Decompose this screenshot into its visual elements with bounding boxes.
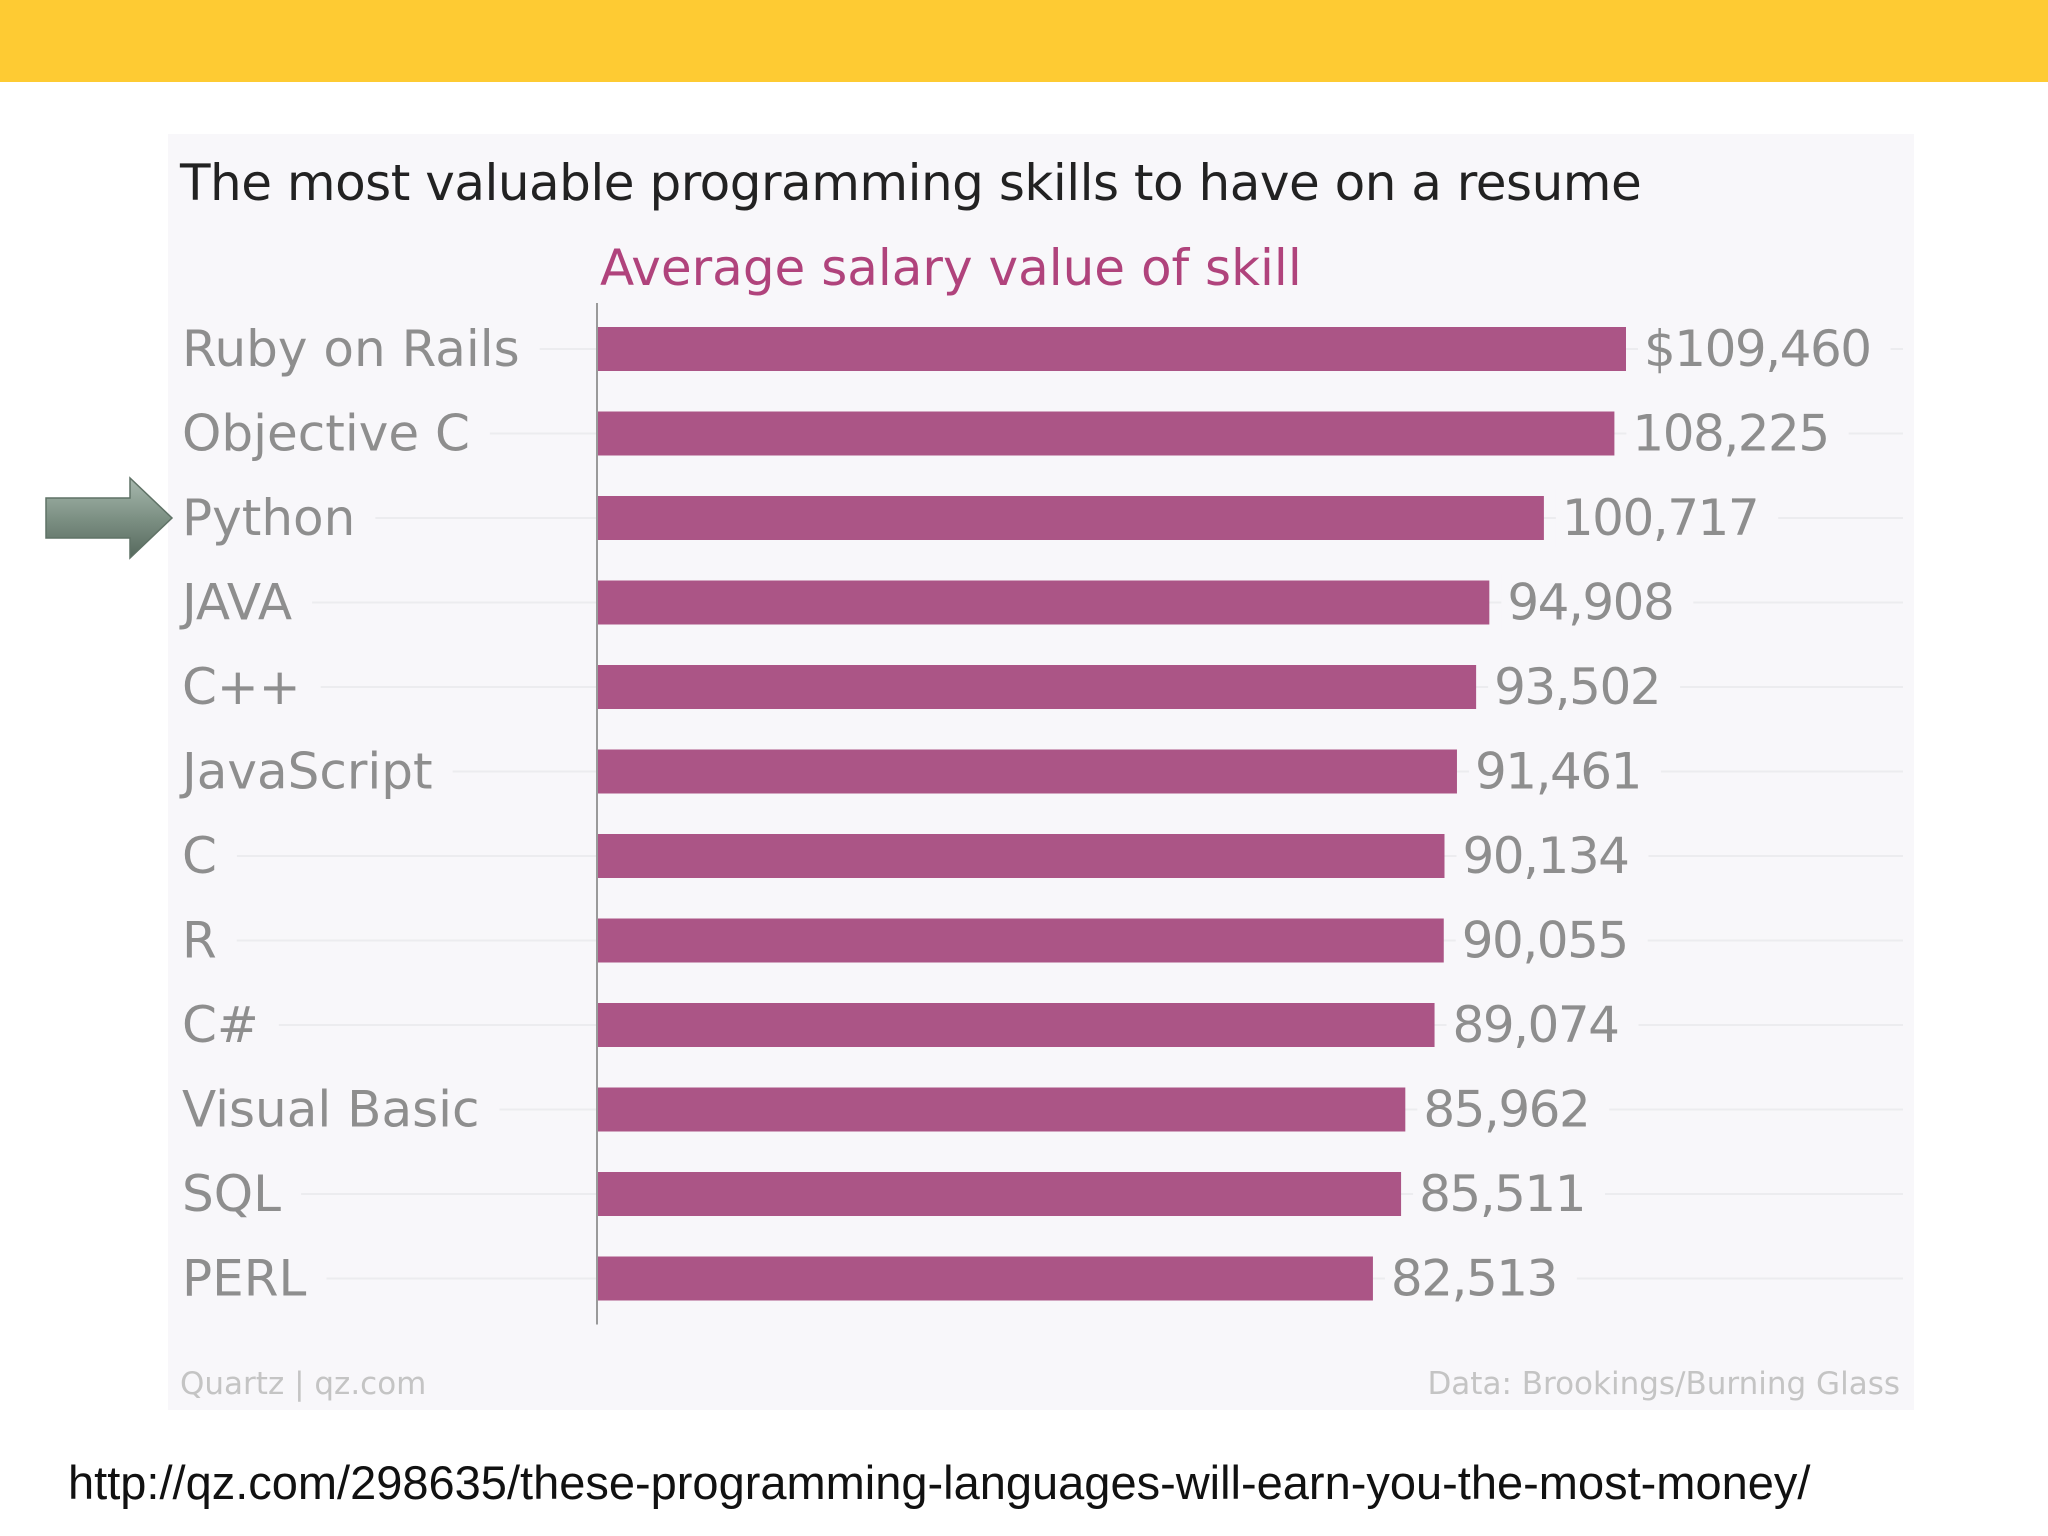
value-label: 85,962 — [1423, 1081, 1589, 1139]
value-label: 82,513 — [1391, 1250, 1557, 1308]
category-label: C# — [182, 996, 259, 1054]
label-backdrop — [176, 1249, 327, 1308]
category-label: PERL — [182, 1250, 306, 1308]
category-label: Ruby on Rails — [182, 320, 520, 378]
label-backdrop — [176, 1165, 302, 1223]
label-backdrop — [173, 742, 453, 801]
category-label: Objective C — [182, 405, 470, 463]
category-label: R — [182, 912, 217, 970]
category-label: JavaScript — [179, 743, 433, 801]
category-label: JAVA — [179, 574, 292, 632]
category-label: C — [182, 827, 217, 885]
label-backdrop — [1638, 320, 1891, 378]
bar — [598, 749, 1457, 794]
label-backdrop — [1626, 404, 1849, 463]
chart-data-source: Data: Brookings/Burning Glass — [1427, 1366, 1900, 1402]
bar — [598, 1087, 1406, 1132]
bar — [598, 327, 1626, 371]
value-label: 93,502 — [1494, 658, 1660, 716]
value-label: 90,055 — [1462, 912, 1628, 970]
top-color-band — [0, 0, 2048, 82]
label-backdrop — [176, 827, 237, 885]
chart-panel: The most valuable programming skills to … — [168, 134, 1914, 1410]
value-label: 108,225 — [1632, 405, 1828, 463]
bar — [598, 918, 1444, 963]
label-backdrop — [1417, 1080, 1610, 1139]
label-backdrop — [1455, 911, 1648, 970]
value-label: 89,074 — [1453, 996, 1619, 1054]
source-url: http://qz.com/298635/these-programming-l… — [68, 1456, 1811, 1509]
bar — [598, 1003, 1435, 1047]
value-label: 91,461 — [1475, 743, 1641, 801]
label-backdrop — [1501, 573, 1694, 632]
right-arrow-icon — [45, 476, 174, 560]
label-backdrop — [176, 996, 279, 1054]
label-backdrop — [176, 911, 237, 970]
label-backdrop — [1446, 996, 1639, 1054]
label-backdrop — [176, 1080, 500, 1139]
label-backdrop — [1456, 827, 1649, 885]
category-label: Visual Basic — [182, 1081, 480, 1139]
chart-title: The most valuable programming skills to … — [180, 154, 1642, 212]
value-label: 100,717 — [1562, 489, 1758, 547]
label-backdrop — [176, 658, 321, 716]
chart-credit: Quartz | qz.com — [180, 1366, 427, 1402]
value-label: 90,134 — [1462, 827, 1628, 885]
bar — [598, 580, 1490, 625]
bar — [598, 665, 1477, 709]
value-label: $109,460 — [1644, 320, 1871, 378]
bar — [598, 1256, 1373, 1301]
category-label: C++ — [182, 658, 301, 716]
label-backdrop — [176, 404, 490, 463]
bar — [598, 411, 1615, 456]
bar — [598, 834, 1445, 878]
label-backdrop — [173, 573, 313, 632]
bar-chart: Ruby on Rails $109,460 Objective C 108,225 P… — [173, 303, 1903, 1325]
bar — [598, 496, 1544, 540]
value-label: 94,908 — [1507, 574, 1673, 632]
label-backdrop — [1413, 1165, 1606, 1223]
label-backdrop — [1384, 1249, 1577, 1308]
category-label: SQL — [182, 1165, 281, 1223]
category-label: Python — [182, 489, 355, 547]
label-backdrop — [1555, 489, 1779, 547]
label-backdrop — [1468, 742, 1661, 801]
label-backdrop — [1488, 658, 1681, 716]
label-backdrop — [176, 489, 376, 547]
label-backdrop — [176, 320, 540, 378]
bar — [598, 1172, 1402, 1216]
value-label: 85,511 — [1419, 1165, 1585, 1223]
chart-subtitle: Average salary value of skill — [600, 239, 1302, 297]
